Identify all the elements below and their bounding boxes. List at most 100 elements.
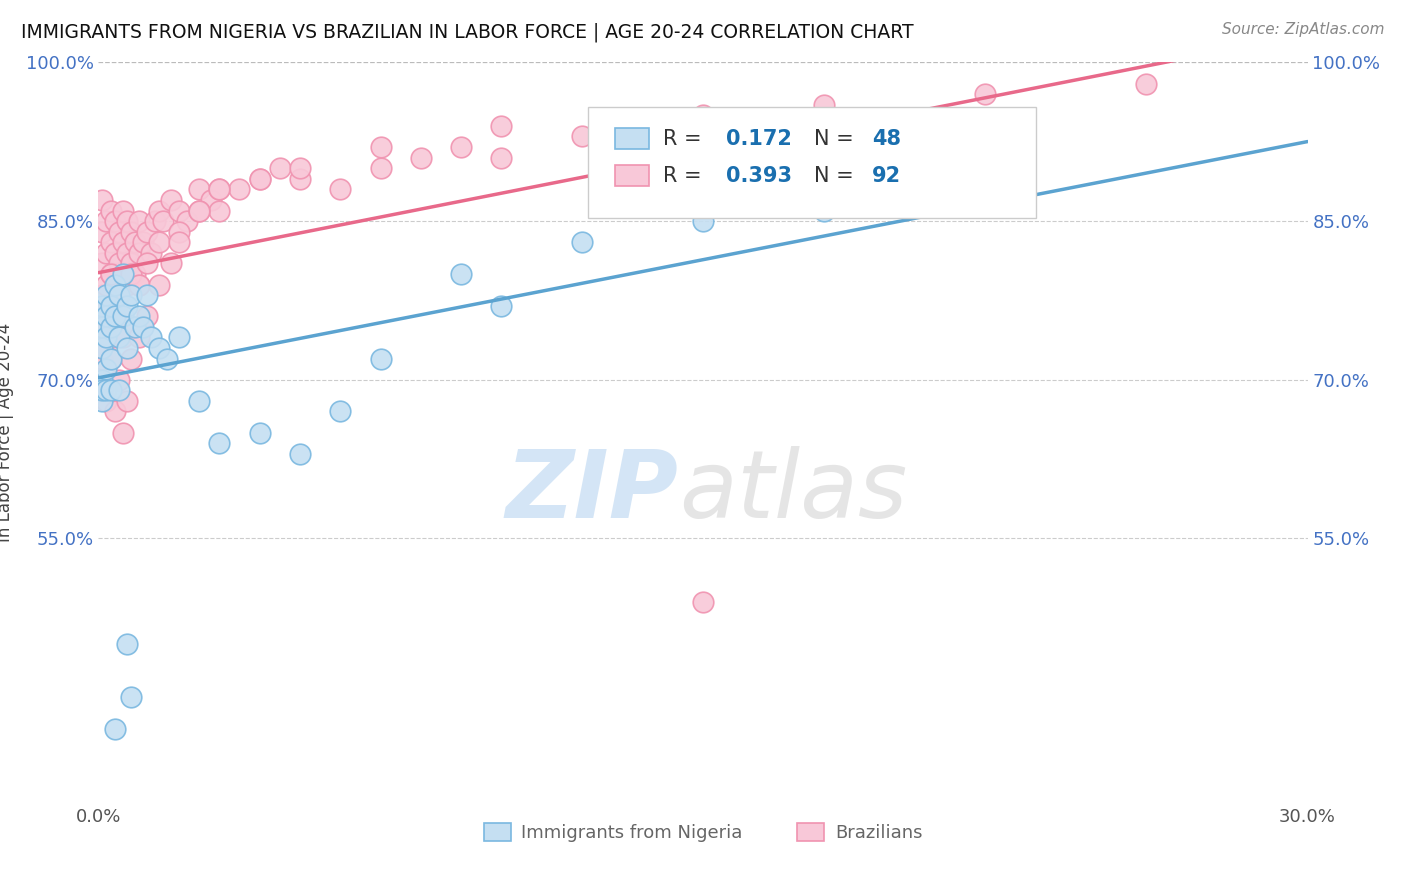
Point xyxy=(692,108,714,122)
Point xyxy=(167,203,190,218)
Point xyxy=(249,171,271,186)
Point xyxy=(103,310,125,324)
Point xyxy=(96,245,118,260)
Point xyxy=(249,425,271,440)
Point xyxy=(156,351,179,366)
Text: 92: 92 xyxy=(872,166,901,186)
Point xyxy=(208,182,231,196)
Point xyxy=(269,161,291,176)
Point xyxy=(974,87,997,102)
Point xyxy=(107,225,129,239)
Point xyxy=(692,595,714,609)
Point xyxy=(107,373,129,387)
Point xyxy=(167,225,190,239)
Point xyxy=(107,288,129,302)
Point xyxy=(103,214,125,228)
Point xyxy=(91,373,114,387)
Point xyxy=(188,203,211,218)
Point xyxy=(128,330,150,344)
Point xyxy=(450,267,472,281)
Point xyxy=(188,182,211,196)
Point xyxy=(107,310,129,324)
Point xyxy=(132,235,155,250)
Point xyxy=(208,436,231,450)
Point xyxy=(450,140,472,154)
Point xyxy=(148,277,170,292)
Point xyxy=(100,319,122,334)
Point xyxy=(135,256,157,270)
Point xyxy=(491,119,513,133)
Point xyxy=(91,319,114,334)
FancyBboxPatch shape xyxy=(588,107,1035,218)
Point xyxy=(111,203,134,218)
Point xyxy=(139,245,162,260)
Point xyxy=(111,267,134,281)
Point xyxy=(167,330,190,344)
Point xyxy=(115,637,138,651)
Point xyxy=(107,288,129,302)
Point xyxy=(139,330,162,344)
Point xyxy=(692,214,714,228)
Point xyxy=(974,193,997,207)
Text: IMMIGRANTS FROM NIGERIA VS BRAZILIAN IN LABOR FORCE | AGE 20-24 CORRELATION CHAR: IMMIGRANTS FROM NIGERIA VS BRAZILIAN IN … xyxy=(21,22,914,42)
Point xyxy=(111,425,134,440)
Point xyxy=(115,393,138,408)
Point xyxy=(128,277,150,292)
Point xyxy=(370,140,392,154)
Point xyxy=(96,384,118,398)
Point xyxy=(91,193,114,207)
Point xyxy=(409,151,432,165)
Text: N =: N = xyxy=(814,128,860,149)
Point xyxy=(91,288,114,302)
Bar xyxy=(614,128,648,149)
Point xyxy=(96,362,118,376)
Point xyxy=(200,193,222,207)
Point xyxy=(124,267,146,281)
Point xyxy=(103,404,125,418)
Point xyxy=(103,330,125,344)
Point xyxy=(100,351,122,366)
Point xyxy=(148,235,170,250)
Text: R =: R = xyxy=(664,166,709,186)
Point xyxy=(100,384,122,398)
Point xyxy=(160,193,183,207)
Point xyxy=(813,97,835,112)
Point xyxy=(115,214,138,228)
Point xyxy=(128,214,150,228)
Point xyxy=(188,393,211,408)
Point xyxy=(107,330,129,344)
Point xyxy=(128,310,150,324)
Bar xyxy=(614,165,648,186)
Point xyxy=(100,203,122,218)
Point xyxy=(100,299,122,313)
Text: N =: N = xyxy=(814,166,860,186)
Point xyxy=(96,310,118,324)
Point xyxy=(91,351,114,366)
Point xyxy=(91,393,114,408)
Point xyxy=(128,277,150,292)
Point xyxy=(160,256,183,270)
Point xyxy=(100,235,122,250)
Point xyxy=(124,319,146,334)
Point xyxy=(228,182,250,196)
Point xyxy=(370,161,392,176)
Point xyxy=(91,299,114,313)
Point xyxy=(115,299,138,313)
Point xyxy=(491,151,513,165)
Point xyxy=(100,299,122,313)
Point xyxy=(208,203,231,218)
Point xyxy=(288,171,311,186)
Text: 0.172: 0.172 xyxy=(725,128,792,149)
Point xyxy=(288,161,311,176)
Point xyxy=(96,330,118,344)
Point xyxy=(115,277,138,292)
Point xyxy=(91,225,114,239)
Point xyxy=(124,235,146,250)
Point xyxy=(135,225,157,239)
Point xyxy=(176,214,198,228)
Point xyxy=(571,129,593,144)
Point xyxy=(107,384,129,398)
Point xyxy=(135,288,157,302)
Point xyxy=(103,722,125,736)
Point xyxy=(329,182,352,196)
